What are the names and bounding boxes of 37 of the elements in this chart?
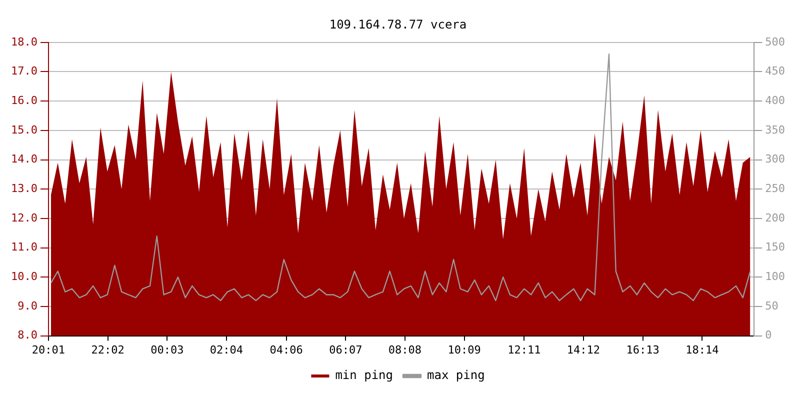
x-tick-label: 06:07: [329, 343, 362, 356]
y2-tick-label: 300: [765, 152, 786, 166]
x-tick-label: 16:13: [626, 343, 660, 356]
y2-tick-label: 400: [765, 94, 786, 107]
y-tick-label: 9.0: [18, 299, 38, 312]
x-tick-label: 08:08: [388, 343, 422, 356]
legend-label: min ping: [335, 368, 393, 382]
y-tick-label: 13.0: [10, 182, 38, 195]
y-tick-label: 11.0: [10, 240, 38, 254]
x-tick-label: 14:12: [566, 343, 600, 356]
y-tick-label: 16.0: [10, 94, 38, 107]
x-tick-label: 22:02: [91, 343, 124, 356]
x-tick-label: 20:01: [32, 343, 66, 356]
y-tick-label: 12.0: [10, 211, 38, 224]
x-tick-label: 10:09: [448, 343, 481, 356]
chart-title: 109.164.78.77 vcera: [329, 17, 467, 32]
y2-tick-label: 50: [765, 299, 778, 312]
y-tick-label: 8.0: [18, 328, 38, 342]
x-tick-label: 00:03: [150, 343, 184, 356]
legend-label: max ping: [427, 368, 485, 382]
y-tick-label: 15.0: [10, 123, 38, 136]
y2-tick-label: 350: [765, 123, 786, 136]
y2-tick-label: 0: [765, 328, 772, 342]
y2-tick-label: 200: [765, 211, 786, 224]
y2-tick-label: 250: [765, 182, 786, 195]
x-tick-label: 04:06: [270, 343, 303, 356]
y-tick-label: 18.0: [10, 35, 38, 48]
y2-tick-label: 150: [765, 240, 786, 254]
y-tick-label: 17.0: [10, 64, 38, 78]
x-tick-label: 02:04: [210, 343, 244, 356]
y-tick-label: 14.0: [10, 152, 38, 166]
x-tick-label: 12:11: [508, 343, 541, 356]
y2-tick-label: 100: [765, 270, 786, 283]
x-tick-label: 18:14: [686, 343, 720, 356]
y-tick-label: 10.0: [10, 270, 38, 283]
y2-tick-label: 450: [765, 64, 786, 78]
y2-tick-label: 500: [765, 35, 786, 48]
